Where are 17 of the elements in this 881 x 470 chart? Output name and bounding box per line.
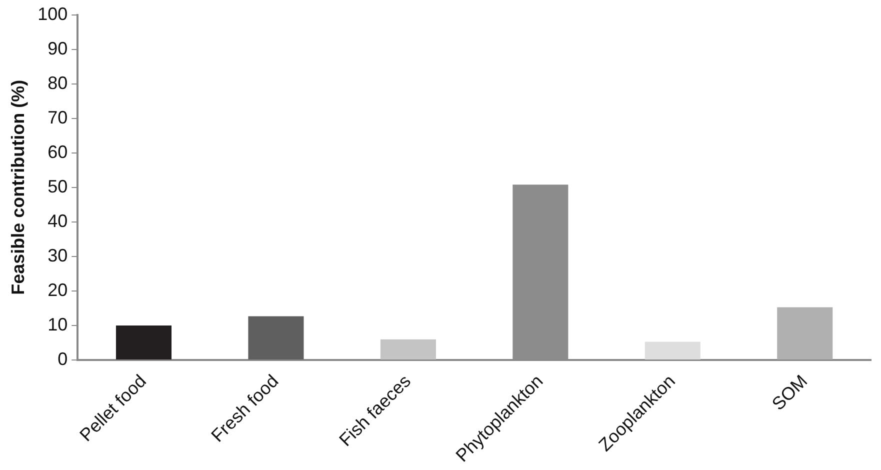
y-tick-label: 0 [58,349,68,370]
bar [777,307,833,360]
y-tick-label: 10 [48,314,68,334]
bar [116,326,172,360]
y-tick-label: 40 [48,210,68,231]
y-tick-label: 100 [38,4,68,24]
y-tick-label: 70 [48,107,68,128]
bar [380,339,436,360]
bar [644,342,700,360]
y-axis-title: Feasible contribution (%) [8,80,28,295]
bar [248,316,304,360]
y-tick-label: 20 [48,280,68,300]
y-tick-label: 80 [48,72,68,93]
y-tick-label: 90 [48,38,68,58]
y-tick-label: 60 [48,142,68,162]
y-tick-label: 50 [48,176,68,196]
y-tick-label: 30 [48,245,68,266]
